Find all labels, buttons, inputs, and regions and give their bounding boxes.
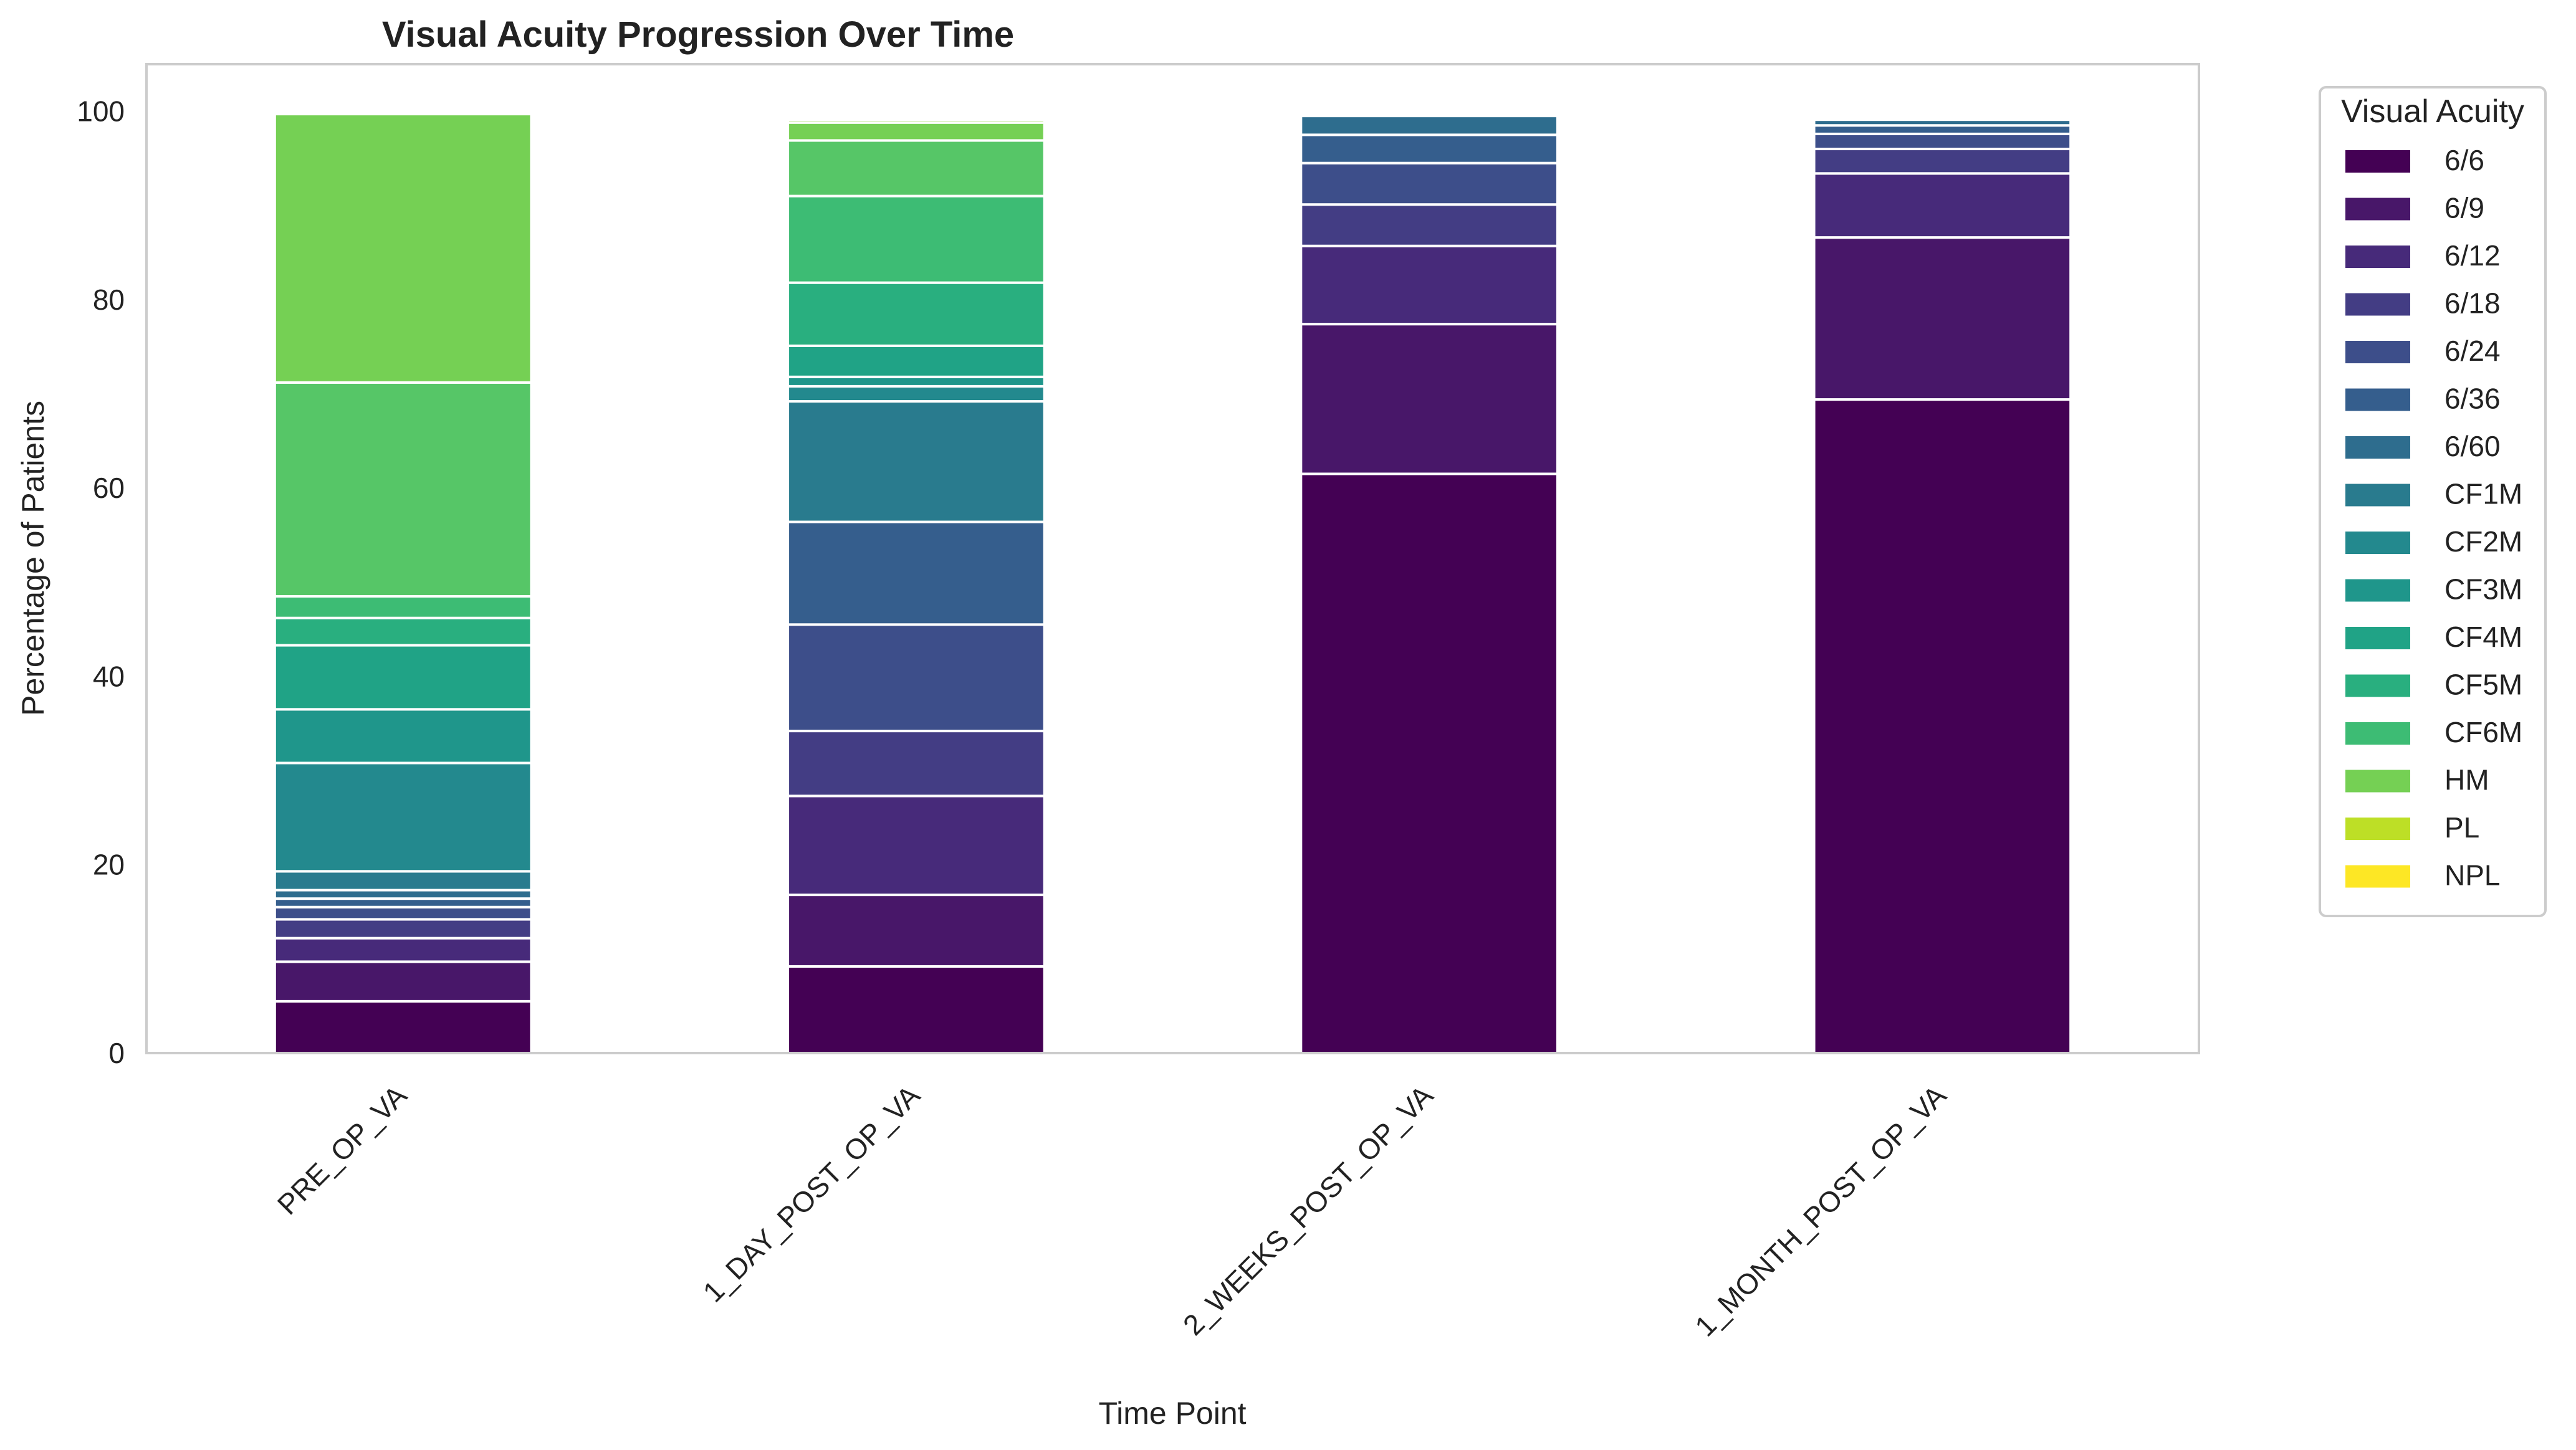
bar-segment-pre-op-va-13 (273, 381, 533, 598)
bar-segment-1-month-post-op-va-4 (1812, 132, 2072, 151)
legend-swatch (2345, 865, 2410, 888)
legend-label: 6/6 (2444, 144, 2484, 176)
legend-swatch (2345, 293, 2410, 316)
legend-label: 6/36 (2444, 383, 2501, 415)
bar-stacks (273, 113, 2072, 1055)
bar-segment-1-day-post-op-va-3 (787, 730, 1046, 798)
bar-segment-2-weeks-post-op-va-5 (1300, 133, 1559, 165)
bar-segment-1-day-post-op-va-9 (787, 375, 1046, 388)
plot-frame (145, 63, 2200, 1054)
bar-segment-1-month-post-op-va-5 (1812, 124, 2072, 135)
bar-segment-pre-op-va-10 (273, 644, 533, 711)
x-tick-label: 1_MONTH_POST_OP_VA (1688, 1079, 1952, 1342)
legend-swatch (2345, 150, 2410, 173)
bar-segment-1-day-post-op-va-0 (787, 965, 1046, 1055)
y-tick-label: 20 (93, 849, 125, 881)
bar-segment-2-weeks-post-op-va-2 (1300, 244, 1559, 326)
bar-segment-1-day-post-op-va-13 (787, 139, 1046, 198)
legend-label: CF3M (2444, 573, 2522, 606)
bar-segment-2-weeks-post-op-va-0 (1300, 472, 1559, 1054)
legend-swatch (2345, 198, 2410, 221)
chart-title: Visual Acuity Progression Over Time (382, 14, 1014, 55)
bar-segment-pre-op-va-3 (273, 918, 533, 940)
legend-swatch (2345, 484, 2410, 507)
x-tick-label: 2_WEEKS_POST_OP_VA (1177, 1079, 1439, 1341)
legend-label: 6/18 (2444, 287, 2501, 320)
legend-title: Visual Acuity (2341, 93, 2524, 130)
legend-label: PL (2444, 811, 2479, 844)
bar-segment-1-day-post-op-va-12 (787, 194, 1046, 284)
bar-segment-pre-op-va-6 (273, 889, 533, 900)
bar-segment-pre-op-va-8 (273, 761, 533, 873)
y-tick-label: 80 (93, 284, 125, 316)
bar-segment-pre-op-va-1 (273, 960, 533, 1003)
bar-segment-1-day-post-op-va-4 (787, 623, 1046, 733)
legend-label: 6/9 (2444, 192, 2484, 224)
bar-segment-2-weeks-post-op-va-6 (1300, 115, 1559, 136)
legend-label: CF4M (2444, 621, 2522, 653)
bar-segment-1-month-post-op-va-0 (1812, 398, 2072, 1054)
bar-segment-1-month-post-op-va-2 (1812, 172, 2072, 239)
y-tick-label: 0 (108, 1037, 125, 1069)
legend-label: CF2M (2444, 525, 2522, 558)
legend-label: CF1M (2444, 478, 2522, 510)
bar-segment-pre-op-va-12 (273, 594, 533, 619)
bar-segment-1-day-post-op-va-10 (787, 344, 1046, 378)
legend-label: 6/60 (2444, 430, 2501, 462)
y-axis-ticks: 0 20 40 60 80 100 (77, 95, 125, 1069)
bar-segment-pre-op-va-0 (273, 999, 533, 1055)
bar-segment-pre-op-va-9 (273, 708, 533, 765)
legend-label: NPL (2444, 859, 2500, 892)
bar-segment-2-weeks-post-op-va-1 (1300, 323, 1559, 475)
legend-swatch (2345, 436, 2410, 459)
bar-segment-pre-op-va-5 (273, 897, 533, 909)
bar-segment-pre-op-va-11 (273, 616, 533, 647)
legend-swatch (2345, 579, 2410, 602)
bar-segment-pre-op-va-7 (273, 870, 533, 892)
y-tick-label: 60 (93, 472, 125, 504)
legend-swatch (2345, 722, 2410, 745)
legend-items: 6/6 6/9 6/12 6/18 6/24 6/36 6/60 CF1M CF2M CF3M CF… (2345, 144, 2522, 892)
legend-label: CF5M (2444, 669, 2522, 701)
legend: Visual Acuity 6/6 6/9 6/12 6/18 6/24 6/36 6/60… (2319, 86, 2547, 917)
y-tick-label: 100 (77, 95, 125, 128)
bar-segment-1-day-post-op-va-2 (787, 794, 1046, 897)
bar-segment-1-day-post-op-va-14 (787, 121, 1046, 142)
bar-segment-1-day-post-op-va-15 (787, 118, 1046, 124)
y-tick-label: 40 (93, 660, 125, 692)
legend-label: 6/12 (2444, 239, 2501, 272)
legend-swatch (2345, 770, 2410, 793)
bar-segment-1-day-post-op-va-7 (787, 400, 1046, 523)
x-axis-label: Time Point (1098, 1396, 1246, 1431)
bar-segment-pre-op-va-14 (273, 113, 533, 384)
bar-segment-1-month-post-op-va-6 (1812, 118, 2072, 127)
bar-segment-1-day-post-op-va-8 (787, 384, 1046, 403)
bar-segment-1-month-post-op-va-1 (1812, 236, 2072, 401)
legend-swatch (2345, 388, 2410, 411)
bar-segment-1-day-post-op-va-1 (787, 894, 1046, 968)
bar-segment-1-day-post-op-va-11 (787, 281, 1046, 347)
bar-segment-1-day-post-op-va-5 (787, 520, 1046, 626)
legend-swatch (2345, 532, 2410, 554)
bar-segment-pre-op-va-2 (273, 937, 533, 963)
legend-swatch (2345, 627, 2410, 649)
bar-segment-2-weeks-post-op-va-4 (1300, 161, 1559, 206)
legend-swatch (2345, 674, 2410, 697)
legend-swatch (2345, 341, 2410, 363)
bar-segment-2-weeks-post-op-va-3 (1300, 203, 1559, 247)
legend-label: HM (2444, 764, 2489, 796)
x-tick-label: 1_DAY_POST_OP_VA (697, 1079, 926, 1308)
x-tick-label: PRE_OP_VA (271, 1079, 413, 1221)
legend-label: CF6M (2444, 716, 2522, 748)
legend-swatch (2345, 246, 2410, 268)
y-axis-label: Percentage of Patients (16, 401, 50, 716)
x-axis-ticks: PRE_OP_VA 1_DAY_POST_OP_VA 2_WEEKS_POST_OP… (271, 1079, 1953, 1342)
legend-label: 6/24 (2444, 335, 2501, 367)
bar-segment-1-month-post-op-va-3 (1812, 148, 2072, 175)
bar-segment-pre-op-va-4 (273, 905, 533, 921)
legend-swatch (2345, 818, 2410, 840)
